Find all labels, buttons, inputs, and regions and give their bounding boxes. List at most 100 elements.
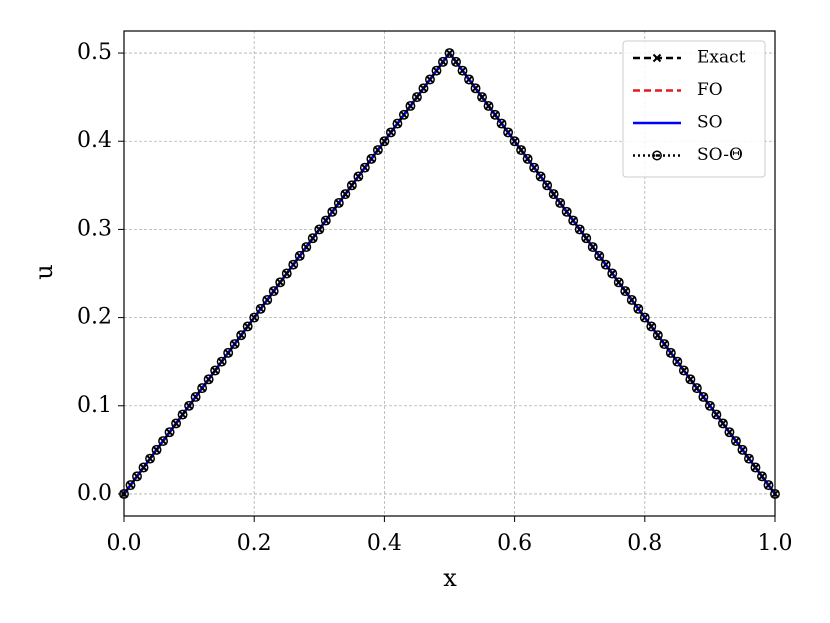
marker-ring (412, 92, 422, 103)
plot-frame (123, 30, 776, 517)
marker-ring (132, 471, 142, 482)
marker-circle-dot (717, 418, 728, 429)
legend-label: Exact (697, 48, 746, 68)
marker-ring (301, 242, 312, 252)
marker-dot (474, 86, 477, 90)
marker-circle-dot (763, 480, 774, 491)
marker-dot (558, 201, 562, 205)
marker-circle-dot (600, 259, 611, 270)
marker-circle-dot (757, 471, 767, 482)
marker-ring (294, 250, 305, 261)
marker-dot (649, 325, 653, 328)
marker-ring (138, 462, 149, 473)
marker-dot (655, 154, 659, 157)
marker-dot (396, 122, 399, 125)
marker-dot (662, 342, 666, 346)
x-tick-label: 0.4 (367, 531, 402, 556)
marker-circle-dot (594, 250, 605, 261)
marker-dot (721, 422, 725, 425)
marker-circle-dot (730, 436, 741, 446)
marker-circle-dot (529, 162, 540, 173)
marker-ring (652, 330, 663, 341)
marker-dot (519, 148, 523, 152)
marker-circle-dot (483, 101, 494, 111)
marker-ring (587, 242, 598, 252)
marker-circle-dot (587, 242, 598, 252)
marker-dot (643, 316, 647, 319)
marker-ring (496, 118, 507, 129)
marker-dot (129, 483, 132, 487)
marker-circle-dot (451, 56, 461, 67)
marker-dot (682, 369, 686, 372)
marker-circle-dot (255, 303, 266, 314)
marker-ring (359, 162, 370, 173)
marker-circle-dot (346, 180, 357, 191)
marker-ring (275, 277, 286, 288)
marker-dot (500, 122, 503, 125)
marker-dot (200, 386, 204, 390)
marker-circle-dot (372, 145, 383, 155)
marker-dot (213, 369, 217, 372)
marker-circle-dot (327, 206, 338, 217)
marker-ring (607, 268, 618, 279)
marker-circle-dot (607, 268, 618, 279)
marker-dot (584, 236, 588, 240)
marker-ring (320, 215, 331, 226)
marker-circle-dot (685, 374, 696, 385)
marker-dot (168, 430, 171, 434)
marker-ring (327, 206, 338, 217)
marker-circle-dot (190, 392, 201, 402)
marker-dot (389, 131, 393, 134)
marker-circle-dot (496, 118, 507, 129)
marker-dot (669, 351, 673, 355)
marker-ring (385, 127, 396, 138)
marker-dot (259, 307, 263, 311)
marker-circle-dot (242, 321, 253, 332)
marker-dot (767, 483, 770, 487)
marker-circle-dot (522, 153, 533, 164)
marker-ring (548, 189, 559, 200)
marker-circle-dot (184, 400, 195, 411)
x-tick-label: 1.0 (758, 531, 793, 556)
marker-circle-dot (581, 233, 592, 244)
marker-dot (480, 95, 484, 99)
marker-ring (704, 400, 715, 411)
marker-dot (493, 113, 497, 117)
marker-dot (181, 413, 184, 416)
marker-circle-dot (464, 74, 474, 85)
marker-circle-dot (646, 321, 657, 332)
marker-circle-dot (340, 189, 351, 200)
marker-circle-dot (548, 189, 559, 200)
marker-ring (451, 56, 461, 67)
marker-circle-dot (210, 365, 221, 376)
marker-circle-dot (470, 83, 481, 94)
marker-ring (444, 48, 455, 58)
marker-dot (701, 395, 705, 399)
marker-dot (142, 466, 145, 469)
marker-ring (262, 295, 273, 305)
marker-circle-dot (516, 145, 527, 155)
marker-circle-dot (125, 480, 136, 491)
y-tick-label: 0.5 (77, 40, 112, 65)
marker-ring (210, 365, 221, 376)
marker-dot (155, 448, 158, 452)
marker-circle-dot (704, 400, 715, 411)
marker-ring (470, 83, 481, 94)
marker-ring (490, 109, 501, 120)
marker-dot (174, 422, 178, 425)
marker-ring (197, 383, 208, 394)
marker-dot (636, 307, 640, 311)
marker-dot (422, 86, 425, 90)
marker-ring (522, 153, 533, 164)
marker-dot (728, 430, 731, 434)
marker-dot (552, 192, 556, 196)
marker-ring (190, 392, 201, 402)
marker-dot (617, 280, 621, 284)
y-tick-label: 0.1 (77, 393, 112, 418)
marker-dot (506, 131, 510, 134)
marker-dot (252, 316, 256, 319)
marker-circle-dot (405, 101, 416, 111)
marker-circle-dot (418, 83, 429, 94)
marker-dot (487, 104, 490, 108)
